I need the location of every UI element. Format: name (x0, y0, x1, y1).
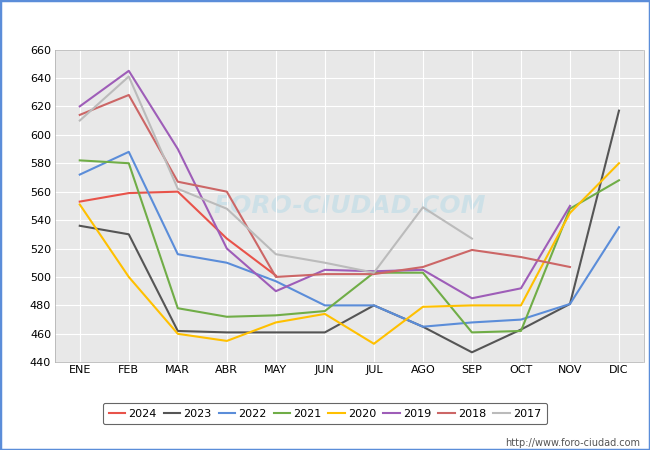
2023 (419, 324, 427, 329)
2017 (419, 205, 427, 210)
2022 (566, 301, 574, 306)
2020 (517, 303, 525, 308)
2018 (125, 92, 133, 98)
Line: 2021: 2021 (80, 160, 619, 333)
2020 (370, 341, 378, 346)
2020 (272, 320, 280, 325)
2021 (615, 178, 623, 183)
2019 (223, 246, 231, 251)
2019 (76, 104, 84, 109)
2017 (321, 260, 329, 265)
2019 (468, 296, 476, 301)
2023 (223, 330, 231, 335)
2024 (223, 236, 231, 241)
2018 (468, 247, 476, 252)
2022 (370, 303, 378, 308)
2020 (419, 304, 427, 310)
2021 (174, 306, 182, 311)
2024 (272, 273, 280, 278)
2022 (321, 303, 329, 308)
2021 (223, 314, 231, 319)
2022 (223, 260, 231, 265)
2023 (370, 303, 378, 308)
2023 (272, 330, 280, 335)
2023 (517, 327, 525, 332)
2018 (174, 179, 182, 184)
Line: 2019: 2019 (80, 71, 570, 298)
Line: 2018: 2018 (80, 95, 570, 277)
2023 (125, 232, 133, 237)
2019 (370, 269, 378, 274)
2022 (76, 172, 84, 177)
2019 (125, 68, 133, 73)
2017 (370, 270, 378, 275)
2020 (174, 331, 182, 337)
2019 (321, 267, 329, 273)
2017 (125, 74, 133, 79)
2018 (370, 271, 378, 277)
2022 (615, 225, 623, 230)
2020 (76, 202, 84, 207)
2017 (272, 252, 280, 257)
2024 (125, 190, 133, 196)
2018 (223, 189, 231, 194)
2022 (468, 320, 476, 325)
2019 (517, 286, 525, 291)
2023 (468, 350, 476, 355)
2021 (76, 158, 84, 163)
2023 (566, 301, 574, 306)
2023 (615, 108, 623, 113)
2020 (321, 311, 329, 317)
2020 (468, 303, 476, 308)
2018 (566, 264, 574, 270)
2017 (76, 118, 84, 123)
Line: 2024: 2024 (80, 192, 276, 275)
2022 (517, 317, 525, 322)
2017 (223, 206, 231, 211)
2018 (321, 271, 329, 277)
2021 (125, 161, 133, 166)
2018 (76, 112, 84, 117)
2019 (419, 267, 427, 273)
2018 (419, 264, 427, 270)
2021 (468, 330, 476, 335)
2021 (272, 313, 280, 318)
2019 (272, 288, 280, 294)
2021 (566, 206, 574, 211)
2018 (517, 254, 525, 260)
2021 (321, 308, 329, 314)
2021 (370, 270, 378, 275)
2024 (76, 199, 84, 204)
2017 (174, 186, 182, 192)
2020 (615, 161, 623, 166)
2022 (174, 252, 182, 257)
Legend: 2024, 2023, 2022, 2021, 2020, 2019, 2018, 2017: 2024, 2023, 2022, 2021, 2020, 2019, 2018… (103, 403, 547, 424)
Text: FORO-CIUDAD.COM: FORO-CIUDAD.COM (213, 194, 486, 218)
2023 (321, 330, 329, 335)
2023 (76, 223, 84, 229)
2020 (566, 210, 574, 216)
2022 (419, 324, 427, 329)
2019 (174, 146, 182, 152)
2024 (174, 189, 182, 194)
Line: 2023: 2023 (80, 111, 619, 352)
2018 (272, 274, 280, 279)
Line: 2020: 2020 (80, 163, 619, 344)
2021 (419, 270, 427, 275)
Text: http://www.foro-ciudad.com: http://www.foro-ciudad.com (505, 438, 640, 448)
2017 (468, 236, 476, 241)
Text: Afiliados en Los Navalmorales a 31/5/2024: Afiliados en Los Navalmorales a 31/5/202… (148, 14, 502, 33)
2021 (517, 328, 525, 334)
Line: 2017: 2017 (80, 76, 472, 273)
2019 (566, 203, 574, 209)
2022 (272, 279, 280, 284)
2023 (174, 328, 182, 334)
Line: 2022: 2022 (80, 152, 619, 327)
2020 (125, 274, 133, 279)
2020 (223, 338, 231, 344)
2022 (125, 149, 133, 154)
